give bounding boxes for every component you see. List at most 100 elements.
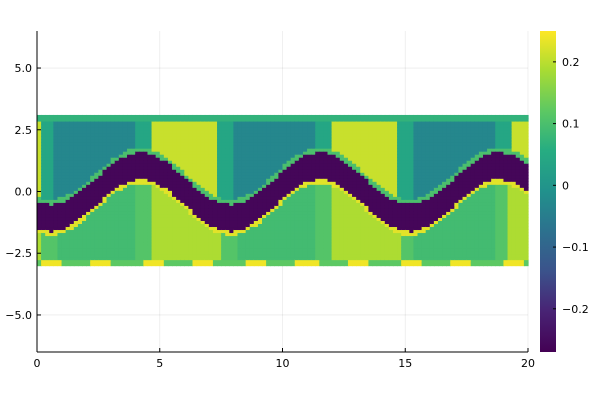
heatmap-cell — [343, 175, 349, 179]
heatmap-cell — [184, 133, 189, 137]
heatmap-cell — [376, 120, 382, 125]
heatmap-cell — [302, 154, 308, 158]
heatmap-cell — [65, 133, 71, 137]
heatmap-cell — [69, 193, 75, 197]
heatmap-cell — [290, 148, 296, 152]
heatmap-cell — [392, 241, 398, 246]
heatmap-cell — [352, 145, 357, 149]
heatmap-cell — [384, 205, 390, 209]
heatmap-cell — [368, 148, 374, 152]
heatmap-cell — [127, 127, 132, 131]
heatmap-cell — [331, 148, 337, 152]
heatmap-cell — [323, 120, 329, 125]
heatmap-cell — [298, 178, 304, 182]
heatmap-cell — [360, 262, 365, 267]
heatmap-cell — [135, 169, 140, 173]
heatmap-cell — [262, 196, 267, 200]
heatmap-cell — [319, 193, 325, 197]
heatmap-cell — [397, 214, 402, 218]
heatmap-cell — [57, 187, 63, 191]
heatmap-cell — [307, 211, 312, 215]
heatmap-cell — [41, 169, 46, 173]
heatmap-cell — [77, 259, 83, 264]
heatmap-cell — [331, 151, 337, 155]
heatmap-cell — [73, 178, 79, 182]
heatmap-cell — [135, 193, 140, 197]
heatmap-cell — [163, 211, 169, 215]
heatmap-cell — [274, 184, 280, 188]
heatmap-cell — [37, 172, 42, 176]
heatmap-cell — [102, 238, 108, 243]
heatmap-cell — [229, 151, 234, 155]
heatmap-cell — [45, 259, 50, 264]
heatmap-cell — [307, 178, 312, 182]
heatmap-cell — [417, 120, 423, 125]
heatmap-cell — [421, 262, 427, 267]
heatmap-cell — [257, 220, 263, 224]
heatmap-cell — [122, 256, 128, 261]
heatmap-cell — [286, 214, 292, 218]
heatmap-cell — [221, 114, 226, 119]
heatmap-cell — [184, 117, 189, 122]
heatmap-cell — [343, 244, 349, 249]
heatmap-cell — [286, 184, 292, 188]
heatmap-cell — [282, 117, 288, 122]
heatmap-cell — [397, 142, 402, 146]
heatmap-cell — [335, 217, 341, 221]
heatmap-cell — [73, 232, 79, 237]
heatmap-cell — [106, 133, 112, 137]
heatmap-cell — [429, 148, 435, 152]
heatmap-cell — [392, 154, 398, 158]
heatmap-cell — [110, 120, 116, 125]
heatmap-cell — [163, 154, 169, 158]
heatmap-cell — [131, 199, 136, 203]
heatmap-cell — [155, 148, 161, 152]
heatmap-cell — [352, 214, 357, 218]
heatmap-cell — [315, 235, 320, 240]
heatmap-cell — [49, 117, 54, 122]
heatmap-cell — [204, 154, 210, 158]
heatmap-cell — [90, 205, 95, 209]
heatmap-cell — [409, 178, 415, 182]
heatmap-cell — [327, 145, 333, 149]
heatmap-cell — [302, 184, 308, 188]
heatmap-cell — [49, 187, 54, 191]
heatmap-cell — [417, 163, 423, 167]
heatmap-cell — [69, 139, 75, 143]
heatmap-cell — [253, 226, 259, 231]
heatmap-cell — [204, 217, 210, 221]
heatmap-cell — [61, 123, 67, 128]
heatmap-cell — [417, 130, 423, 134]
heatmap-cell — [114, 127, 120, 131]
heatmap-cell — [397, 114, 402, 119]
heatmap-cell — [217, 247, 222, 252]
heatmap-cell — [360, 123, 365, 128]
heatmap-cell — [131, 256, 136, 261]
heatmap-cell — [380, 229, 386, 234]
heatmap-cell — [135, 247, 140, 252]
heatmap-cell — [151, 117, 157, 122]
heatmap-cell — [343, 217, 349, 221]
heatmap-cell — [364, 142, 370, 146]
heatmap-cell — [122, 238, 128, 243]
heatmap-cell — [217, 232, 222, 237]
heatmap-cell — [114, 241, 120, 246]
heatmap-cell — [409, 187, 415, 191]
heatmap-cell — [290, 190, 296, 194]
heatmap-cell — [41, 232, 46, 237]
heatmap-cell — [118, 172, 124, 176]
heatmap-cell — [114, 217, 120, 221]
heatmap-cell — [339, 220, 345, 224]
heatmap-cell — [384, 235, 390, 240]
heatmap-cell — [155, 262, 161, 267]
heatmap-cell — [49, 256, 54, 261]
heatmap-cell — [372, 196, 378, 200]
heatmap-cell — [433, 117, 439, 122]
heatmap-cell — [405, 262, 410, 267]
heatmap-cell — [114, 136, 120, 140]
heatmap-cell — [266, 117, 271, 122]
heatmap-cell — [102, 214, 108, 218]
heatmap-cell — [429, 136, 435, 140]
heatmap-cell — [380, 190, 386, 194]
heatmap-cell — [290, 241, 296, 246]
